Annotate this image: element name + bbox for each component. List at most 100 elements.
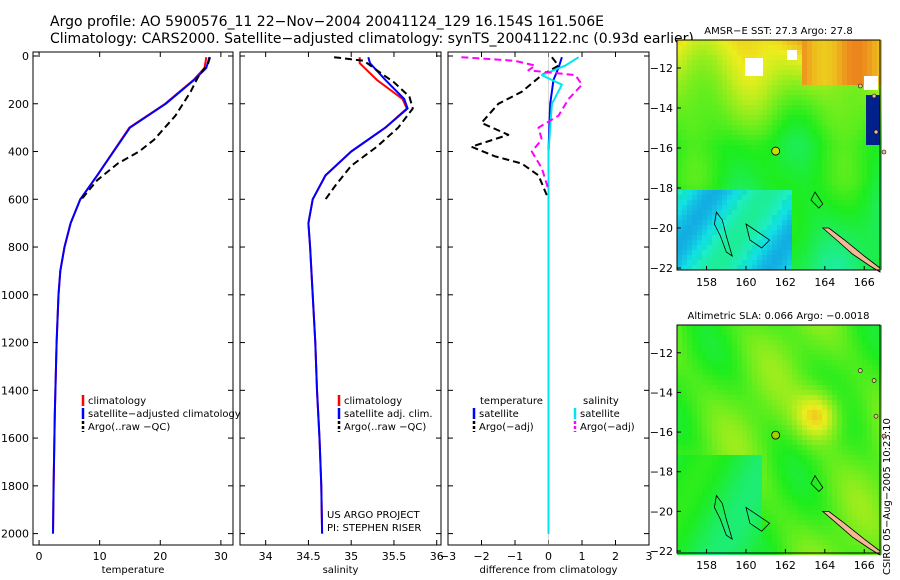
map-cell (807, 365, 812, 370)
map-cell (862, 230, 867, 235)
map-cell (732, 130, 737, 135)
map-cell (722, 405, 727, 410)
map-cell (677, 255, 682, 260)
map-cell (697, 490, 702, 495)
map-cell (737, 115, 742, 120)
x-tick-label: 1 (579, 550, 586, 563)
map-cell (852, 400, 857, 405)
map-cell (762, 370, 767, 375)
map-cell (677, 210, 682, 215)
map-cell (722, 340, 727, 345)
map-cell (682, 255, 687, 260)
map-cell (782, 205, 787, 210)
map-cell (777, 55, 782, 60)
map-cell (747, 465, 752, 470)
map-cell (807, 125, 812, 130)
map-cell (807, 50, 812, 55)
map-cell (727, 60, 732, 65)
map-cell (792, 425, 797, 430)
map-cell (722, 185, 727, 190)
map-cell (822, 420, 827, 425)
map-cell (842, 220, 847, 225)
map-cell (702, 260, 707, 265)
map-cell (847, 115, 852, 120)
map-cell (822, 340, 827, 345)
map-cell (822, 380, 827, 385)
map-cell (707, 355, 712, 360)
map-cell (747, 535, 752, 540)
map-cell (857, 445, 862, 450)
series-line-climatology (307, 57, 408, 534)
map-cell (737, 65, 742, 70)
map-cell (782, 350, 787, 355)
map-cell (807, 485, 812, 490)
map-cell (802, 220, 807, 225)
map-cell (837, 195, 842, 200)
map-cell (797, 200, 802, 205)
map-cell (787, 400, 792, 405)
map-cell (872, 335, 877, 340)
map-cell (727, 155, 732, 160)
map-cell (822, 250, 827, 255)
map-cell (832, 140, 837, 145)
map-cell (812, 145, 817, 150)
map-cell (827, 210, 832, 215)
legend-entry-label: climatology (344, 396, 402, 407)
map-cell (852, 210, 857, 215)
map-cell (847, 215, 852, 220)
map-cell (787, 215, 792, 220)
map-cell (727, 105, 732, 110)
map-cell (747, 410, 752, 415)
map-cell (687, 240, 692, 245)
map-cell (702, 245, 707, 250)
map-cell (752, 245, 757, 250)
map-cell (757, 470, 762, 475)
map-cell (782, 85, 787, 90)
map-cell (782, 450, 787, 455)
map-cell (782, 265, 787, 270)
map-cell (797, 485, 802, 490)
map-cell (692, 240, 697, 245)
map-cell (742, 330, 747, 335)
map-cell (852, 200, 857, 205)
map-cell (697, 325, 702, 330)
map-cell (852, 365, 857, 370)
map-cell (697, 350, 702, 355)
map-cell (707, 360, 712, 365)
map-cell (832, 360, 837, 365)
map-cell (782, 195, 787, 200)
map-cell (822, 410, 827, 415)
map-cell (677, 75, 682, 80)
map-cell (852, 360, 857, 365)
map-cell (807, 85, 812, 90)
map-cell (822, 330, 827, 335)
map-cell (777, 125, 782, 130)
map-cell (677, 110, 682, 115)
map-cell (767, 155, 772, 160)
map-cell (702, 85, 707, 90)
map-cell (777, 460, 782, 465)
map-cell (772, 135, 777, 140)
map-cell (872, 210, 877, 215)
map-cell (772, 200, 777, 205)
map-cell (867, 480, 872, 485)
map-cell (727, 400, 732, 405)
map-cell (727, 170, 732, 175)
map-cell (777, 165, 782, 170)
map-cell (737, 100, 742, 105)
deep-blue-patch (866, 95, 880, 145)
map-cell (792, 500, 797, 505)
map-cell (737, 440, 742, 445)
map-cell (832, 55, 837, 60)
map-cell (867, 70, 872, 75)
map-cell (812, 525, 817, 530)
map-cell (727, 100, 732, 105)
reef-contour (713, 211, 733, 257)
map-cell (842, 185, 847, 190)
map-cell (832, 380, 837, 385)
map-cell (762, 190, 767, 195)
map-cell (857, 175, 862, 180)
map-cell (817, 430, 822, 435)
map-cell (837, 335, 842, 340)
map-cell (857, 325, 862, 330)
